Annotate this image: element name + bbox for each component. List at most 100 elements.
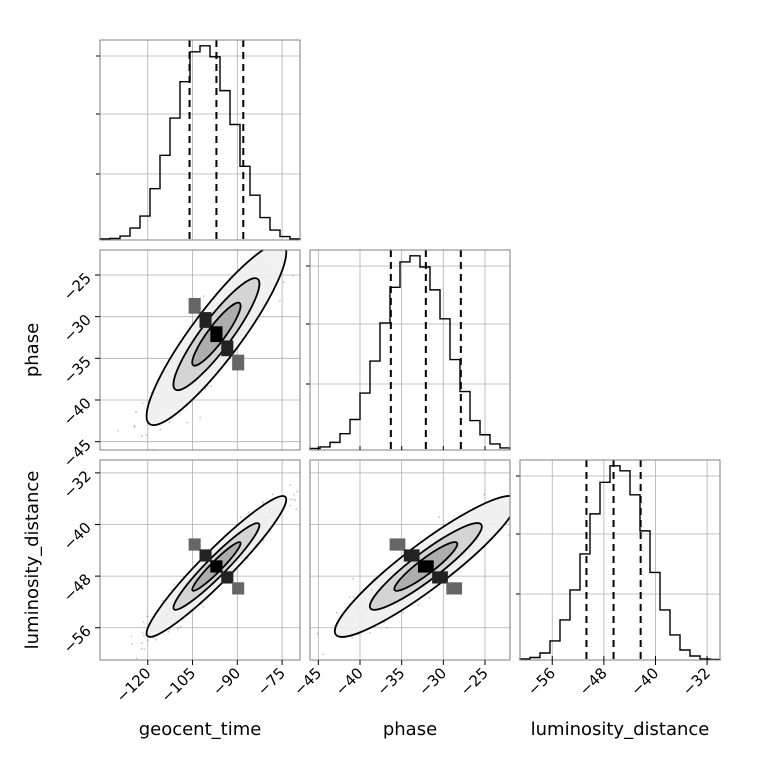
sample-point [146,615,149,618]
sample-point [247,511,250,514]
density-cell [221,340,234,357]
sample-point [140,435,143,438]
sample-point [261,501,264,503]
density-cell [446,582,463,595]
sample-point [402,611,405,614]
sample-point [176,627,179,630]
sample-point [239,516,242,519]
sample-point [173,583,176,586]
density-panel-luminosity_distance-vs-geocent_time [99,459,301,661]
sample-point [289,483,292,486]
sample-point [203,295,205,298]
sample-point [246,557,249,560]
sample-point [168,421,171,424]
sample-point [428,597,431,600]
sample-point [316,632,319,635]
density-cell [210,326,223,343]
sample-point [438,516,441,518]
density-cell [199,312,212,328]
hist-panel-luminosity_distance [516,459,721,661]
x-axis-label-phase: phase [383,719,437,740]
sample-point [142,634,145,637]
y-axis-label-luminosity_distance: luminosity_distance [22,471,43,650]
density-cell [389,538,406,551]
density-cell [188,297,201,314]
sample-point [383,621,386,624]
sample-point [483,493,486,496]
sample-point [141,642,143,645]
sample-point [152,637,155,640]
sample-point [206,385,209,388]
sample-point [351,636,353,639]
panel-frame [99,249,301,451]
sample-point [202,605,205,608]
panel-frame [99,39,301,241]
sample-point [117,429,120,432]
sample-point [155,638,157,641]
x-axis-label-geocent_time: geocent_time [139,719,262,740]
sample-point [145,434,148,437]
sample-point [141,631,144,634]
sample-point [135,657,138,660]
density-cell [188,538,201,551]
sample-point [159,428,162,431]
sample-point [204,388,207,391]
density-cell [199,549,212,562]
sample-point [135,411,137,414]
panel-frame [309,459,511,661]
panels: −120 −105 −90 −75 −45 −40 −35 −30 −25 −56 −48 −40 −3… [22,39,721,740]
density-cell [232,582,245,595]
sample-point [186,421,189,424]
sample-point [282,281,285,284]
histogram-luminosity_distance [519,465,721,661]
sample-point [417,603,420,606]
sample-point [386,626,389,629]
sample-point [289,504,291,507]
histogram-phase [309,255,511,450]
sample-point [289,498,292,501]
sample-point [143,648,146,650]
sample-point [278,299,281,302]
sample-point [296,490,298,493]
panel-content [310,460,510,660]
sample-point [369,631,372,634]
sample-point [141,402,144,405]
density-cell [232,354,245,371]
sample-point [295,508,298,511]
sample-point [133,425,136,427]
y-axis-label-phase: phase [22,323,43,377]
sample-point [140,647,143,650]
density-cell [403,549,420,562]
sample-point [142,621,145,624]
histogram-geocent_time [99,45,301,240]
sample-point [169,628,172,631]
panel-content [100,250,300,450]
density-panel-luminosity_distance-vs-phase [309,459,511,661]
hist-panel-geocent_time [96,39,301,241]
sample-point [262,539,265,542]
sample-point [292,498,294,501]
density-cell [432,571,448,584]
sample-point [146,639,149,642]
sample-point [170,588,173,591]
sample-point [348,596,351,599]
sample-point [352,596,355,599]
sample-point [130,643,133,645]
density-cell [417,560,434,573]
sample-point [130,635,133,638]
density-cell [221,571,234,584]
sample-point [272,493,274,496]
sample-point [199,416,202,419]
sample-point [133,425,136,428]
sample-point [322,653,325,656]
sample-point [167,630,170,633]
sample-point [294,499,297,502]
sample-point [262,502,265,504]
panel-frame [99,459,301,661]
sample-point [292,275,295,277]
sample-point [293,493,295,496]
sample-point [179,625,182,628]
panel-content [100,460,300,660]
